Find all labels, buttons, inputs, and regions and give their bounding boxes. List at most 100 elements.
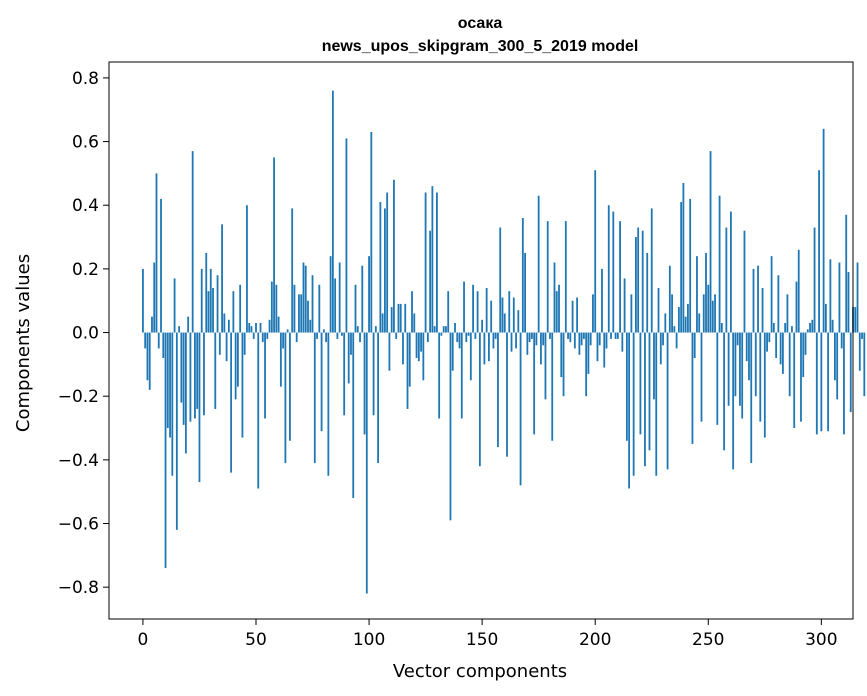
bar-304 <box>829 259 832 333</box>
x-tick-label: 0 <box>138 630 149 650</box>
bar-206 <box>607 205 610 333</box>
bar-246 <box>698 313 701 333</box>
bar-190 <box>571 300 574 333</box>
bar-72 <box>304 265 307 333</box>
bar-126 <box>426 332 429 343</box>
bar-53 <box>261 332 264 343</box>
bar-17 <box>180 332 183 403</box>
bar-156 <box>494 332 497 339</box>
bar-310 <box>843 332 845 435</box>
bar-284 <box>784 322 787 333</box>
bar-226 <box>653 332 655 400</box>
bar-34 <box>218 332 221 355</box>
bar-51 <box>257 332 260 489</box>
bar-214 <box>625 332 628 441</box>
bar-14 <box>173 278 176 333</box>
bar-308 <box>838 262 841 333</box>
bar-63 <box>284 332 287 464</box>
bar-274 <box>761 287 764 333</box>
bar-81 <box>325 332 327 343</box>
bar-282 <box>779 332 782 365</box>
bars-group <box>142 90 866 594</box>
bar-58 <box>273 157 275 333</box>
bar-11 <box>166 332 169 429</box>
bar-77 <box>316 332 318 339</box>
bar-252 <box>711 300 714 333</box>
bar-45 <box>243 332 246 355</box>
bar-179 <box>546 221 549 333</box>
bar-128 <box>431 186 434 333</box>
bar-296 <box>811 319 814 333</box>
bar-111 <box>393 179 395 333</box>
bar-191 <box>573 332 576 349</box>
bar-247 <box>700 332 703 422</box>
bar-27 <box>203 332 205 416</box>
bar-215 <box>628 332 631 489</box>
y-axis-label: Components values <box>13 254 34 432</box>
bar-133 <box>442 326 445 333</box>
bar-281 <box>777 275 780 333</box>
bar-143 <box>465 332 468 343</box>
bar-167 <box>519 332 522 486</box>
bar-98 <box>363 332 366 435</box>
bar-180 <box>549 332 551 339</box>
bar-311 <box>845 214 848 333</box>
bar-244 <box>693 332 696 358</box>
bar-178 <box>544 332 547 400</box>
bar-147 <box>474 332 477 339</box>
bar-271 <box>754 332 757 397</box>
bar-177 <box>542 332 545 346</box>
x-tick-label: 250 <box>692 630 724 650</box>
bar-91 <box>347 332 350 384</box>
bar-199 <box>592 294 594 333</box>
bar-67 <box>293 284 296 333</box>
bar-285 <box>786 294 789 333</box>
bar-259 <box>727 332 730 406</box>
bar-307 <box>836 332 839 400</box>
bar-189 <box>569 332 572 343</box>
bar-109 <box>388 332 391 371</box>
bar-264 <box>739 332 741 406</box>
bar-288 <box>793 332 796 429</box>
bar-61 <box>279 332 282 387</box>
bar-313 <box>849 332 852 413</box>
bar-35 <box>221 224 223 333</box>
bar-239 <box>682 182 685 333</box>
bar-3 <box>148 332 151 390</box>
bar-223 <box>646 252 649 333</box>
bar-142 <box>463 281 465 333</box>
bar-207 <box>610 332 612 339</box>
bar-115 <box>402 332 404 365</box>
bar-140 <box>458 332 461 349</box>
bar-44 <box>241 332 244 438</box>
bar-42 <box>237 332 239 387</box>
bar-283 <box>781 332 784 374</box>
bar-1 <box>144 332 147 349</box>
bar-164 <box>512 297 515 333</box>
bar-160 <box>503 313 506 333</box>
bar-210 <box>616 332 619 339</box>
bar-119 <box>411 291 413 333</box>
bar-84 <box>331 90 334 333</box>
bar-76 <box>313 332 316 464</box>
bar-318 <box>861 332 863 339</box>
bar-299 <box>818 170 820 333</box>
bar-213 <box>623 278 626 333</box>
plot-frame <box>108 61 854 620</box>
bar-315 <box>854 307 857 333</box>
bar-197 <box>587 332 590 374</box>
bar-245 <box>696 256 698 333</box>
y-tick-label: −0.2 <box>58 387 99 407</box>
bar-21 <box>189 332 192 422</box>
bar-6 <box>155 173 158 333</box>
bar-12 <box>169 332 171 438</box>
bar-171 <box>528 332 531 343</box>
bar-302 <box>824 303 827 333</box>
bar-158 <box>499 227 502 333</box>
bar-157 <box>497 332 499 448</box>
bar-141 <box>460 332 463 419</box>
bar-162 <box>508 291 511 333</box>
bar-280 <box>775 332 778 358</box>
bar-7 <box>157 332 160 349</box>
bar-278 <box>770 256 773 333</box>
